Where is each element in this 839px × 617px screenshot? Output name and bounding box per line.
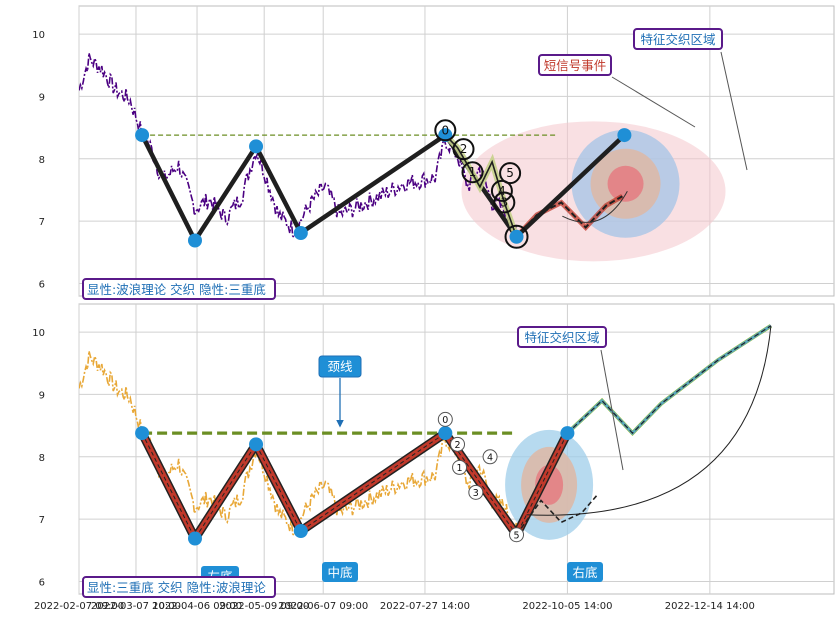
wave-point (438, 128, 453, 143)
middle-bottom-label: 中底 (327, 565, 352, 580)
y-tick-label: 10 (32, 30, 45, 41)
short-signal-label: 短信号事件 (544, 58, 607, 73)
sub-wave-line (444, 134, 518, 238)
feature-arrow-top (720, 51, 748, 171)
x-tick-label: 2022-03-07 10:00 (91, 601, 181, 612)
sub-wave-circle (499, 162, 522, 185)
y-tick-label: 6 (39, 280, 45, 291)
feature-region-box-top (633, 28, 723, 50)
short-signal-arrow (611, 76, 696, 128)
x-tick-label: 2022-05-09 09:00 (219, 601, 309, 612)
top-y-ticks: 6 7 8 9 10 (32, 30, 45, 290)
wave-point (187, 233, 202, 248)
sub-label-number: 1 (457, 463, 463, 474)
sub-wave-number: 1 (469, 165, 477, 179)
bottom-y-ticks: 6 7 8 9 10 (32, 328, 45, 588)
neckline-tag-label: 颈线 (327, 359, 353, 374)
sub-wave-circle (434, 119, 457, 142)
sub-label-circle (450, 436, 466, 452)
wave-point (249, 139, 264, 154)
pattern-point (135, 426, 150, 441)
sub-label-circle (509, 527, 525, 543)
middle-bottom-tag (322, 562, 358, 582)
x-tick-label: 2022-02-07 09:00 (34, 601, 124, 612)
x-tick-label: 2022-12-14 14:00 (665, 601, 755, 612)
sub-wave-circle (452, 138, 475, 161)
sub-wave-number: 4 (498, 184, 506, 198)
sub-label-circle (468, 484, 484, 500)
sub-label-circle (452, 459, 468, 475)
bottom-panel: 6 7 8 9 10 0 2 1 4 3 5 颈线 左底 中底 右底 特征交织区域 显性:三重底 … (32, 303, 835, 598)
sub-wave-circle (493, 191, 516, 214)
red-core (607, 165, 644, 202)
bottom-sub-wave-labels: 0 2 1 4 3 5 (437, 411, 525, 543)
forecast-arc (526, 325, 772, 516)
bottom-pattern-points (135, 426, 575, 546)
sub-label-number: 3 (473, 488, 479, 499)
top-panel: 6 7 8 9 10 021 45 3 短信号事件 特征交织区域 显性:波浪理论 交织 隐性… (32, 5, 835, 300)
sub-wave-number: 5 (506, 166, 514, 180)
y-tick-label: 7 (39, 217, 45, 228)
bottom-legend-box (82, 576, 276, 598)
sub-label-number: 2 (454, 440, 460, 451)
short-signal-box (538, 54, 612, 76)
y-tick-label: 9 (39, 92, 45, 103)
last-point-circle (504, 224, 529, 249)
sub-wave-number: 3 (501, 195, 509, 209)
feature-region-box-bottom (517, 326, 607, 348)
bottom-grid (78, 304, 834, 594)
wave-point (509, 229, 524, 244)
sub-wave-circle (490, 179, 513, 202)
sub-label-number: 0 (442, 415, 448, 426)
sub-label-circle (482, 449, 498, 465)
feature-arrow-bottom (600, 349, 624, 471)
y-tick-label: 6 (39, 578, 45, 589)
feature-region-label-bottom: 特征交织区域 (524, 330, 599, 345)
y-tick-label: 8 (39, 453, 45, 464)
wave-point (135, 128, 150, 143)
sub-label-number: 4 (487, 452, 493, 463)
forecast-arc (562, 190, 628, 223)
bottom-forecast (515, 324, 772, 536)
sub-label-circle (437, 411, 453, 427)
feature-region-label-top: 特征交织区域 (640, 32, 715, 47)
pattern-point (187, 531, 202, 546)
forecast-line (515, 195, 623, 238)
pattern-point (293, 524, 308, 539)
pattern-point (249, 437, 264, 452)
y-tick-label: 8 (39, 155, 45, 166)
top-callouts: 短信号事件 特征交织区域 (538, 28, 748, 171)
neckline-tag (318, 355, 362, 378)
sub-label-number: 5 (514, 530, 520, 541)
top-legend-text: 显性:波浪理论 交织 隐性:三重底 (87, 282, 266, 297)
sub-wave-number: 0 (441, 123, 449, 137)
right-bottom-label: 右底 (572, 565, 597, 580)
sub-wave-number: 2 (460, 142, 468, 156)
y-tick-label: 7 (39, 515, 45, 526)
top-legend-box (82, 278, 276, 300)
x-tick-label: 2022-04-06 09:00 (152, 601, 242, 612)
x-tick-label: 2022-06-07 09:00 (278, 601, 368, 612)
top-sub-wave-labels: 021 45 3 (434, 119, 529, 249)
x-tick-label: 2022-07-27 14:00 (380, 601, 470, 612)
y-tick-label: 10 (32, 328, 45, 339)
sub-wave-circle (461, 161, 484, 184)
forecast-alt-line (515, 493, 599, 536)
pattern-point (560, 426, 575, 441)
wave-point (617, 128, 632, 143)
x-tick-label: 2022-10-05 14:00 (522, 601, 612, 612)
bottom-legend-text: 显性:三重底 交织 隐性:波浪理论 (87, 580, 266, 595)
y-tick-label: 9 (39, 390, 45, 401)
forecast-line (566, 325, 772, 434)
wave-point (293, 226, 308, 241)
pattern-point (438, 426, 453, 441)
right-bottom-tag (567, 562, 603, 582)
top-wave-points (135, 128, 632, 248)
top-sub-wave (443, 133, 520, 238)
bottom-callouts: 颈线 左底 中底 右底 特征交织区域 (201, 326, 624, 586)
